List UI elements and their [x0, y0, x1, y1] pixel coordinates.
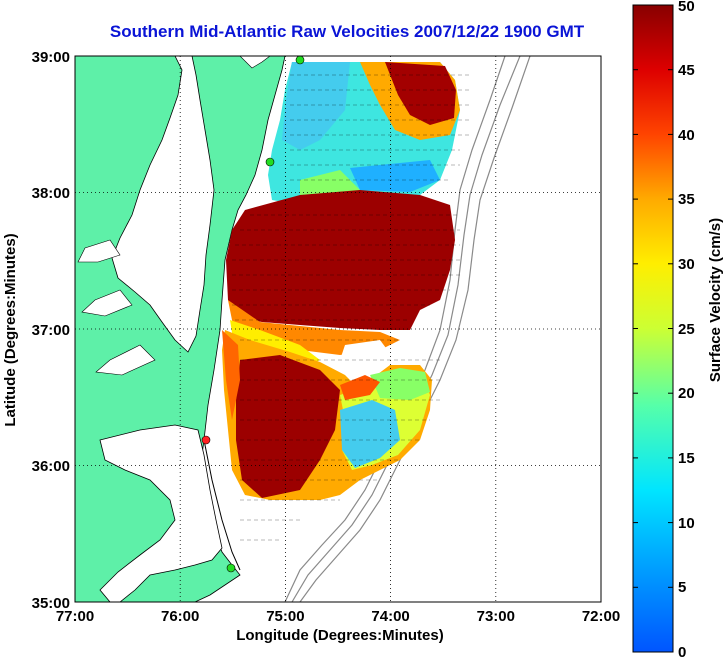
colorbar-tick-label: 5	[678, 579, 686, 596]
chesapeake-bay	[111, 56, 215, 353]
x-tick-labels: 77:00 76:00 75:00 74:00 73:00 72:00	[56, 608, 620, 625]
map-frame	[74, 55, 602, 603]
colorbar-tick-label: 40	[678, 127, 695, 144]
x-tick-label: 77:00	[56, 608, 94, 625]
x-tick-label: 72:00	[582, 608, 620, 625]
map-plot-area	[75, 56, 601, 602]
map-gridlines	[75, 56, 601, 602]
colorbar-tick-label: 10	[678, 515, 695, 532]
pamlico-sound	[99, 424, 223, 602]
colorbar-tick-label: 15	[678, 450, 695, 467]
station-marker	[265, 157, 275, 167]
y-tick-label: 36:00	[32, 458, 70, 475]
y-tick-labels: 39:00 38:00 37:00 36:00 35:00	[32, 49, 70, 612]
station-marker	[201, 435, 211, 445]
y-tick-label: 35:00	[32, 595, 70, 612]
x-tick-label: 76:00	[161, 608, 199, 625]
x-tick-label: 73:00	[477, 608, 515, 625]
colorbar-tick-label: 30	[678, 256, 695, 273]
velocity-vectors	[232, 74, 470, 541]
x-tick-label: 75:00	[266, 608, 304, 625]
colorbar-tick-label: 45	[678, 62, 695, 79]
colorbar-tick-label: 20	[678, 385, 695, 402]
map-title: Southern Mid-Atlantic Raw Velocities 200…	[109, 22, 585, 41]
station-marker	[226, 563, 236, 573]
y-tick-label: 38:00	[32, 185, 70, 202]
y-axis-label: Latitude (Degrees:Minutes)	[2, 233, 19, 426]
colorbar-tick-label: 25	[678, 321, 695, 338]
colorbar-tick-label: 0	[678, 644, 686, 659]
colorbar-tick-label: 35	[678, 191, 695, 208]
x-axis-label: Longitude (Degrees:Minutes)	[236, 627, 444, 644]
colorbar: 0 5 10 15 20 25 30 35 40 45 50 Surface V…	[632, 0, 724, 659]
y-tick-label: 39:00	[32, 49, 70, 66]
x-tick-label: 74:00	[371, 608, 409, 625]
y-tick-label: 37:00	[32, 322, 70, 339]
colorbar-tick-label: 50	[678, 0, 695, 15]
colorbar-label: Surface Velocity (cm/s)	[707, 218, 724, 382]
station-marker	[295, 56, 305, 65]
